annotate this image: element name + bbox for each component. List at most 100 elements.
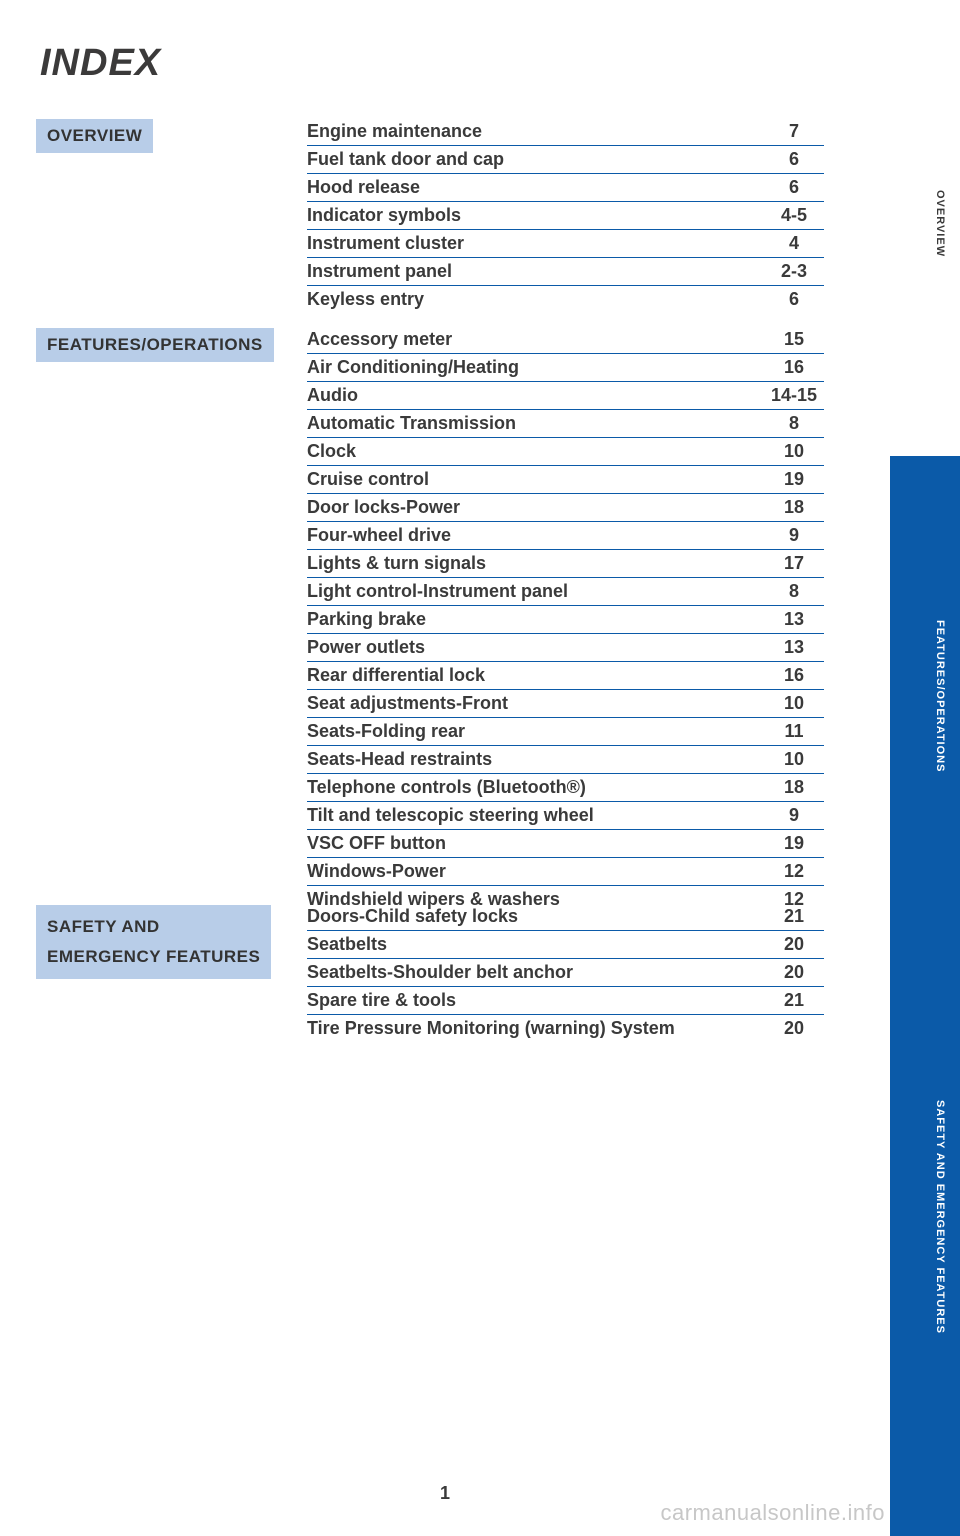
index-entry-label: Audio xyxy=(307,385,764,406)
index-entry[interactable]: Automatic Transmission8 xyxy=(307,410,824,438)
index-entry-label: Accessory meter xyxy=(307,329,764,350)
index-entry-label: Keyless entry xyxy=(307,289,764,310)
index-entry-label: Fuel tank door and cap xyxy=(307,149,764,170)
index-entry[interactable]: Seats-Folding rear11 xyxy=(307,718,824,746)
category-safety-line1: SAFETY AND xyxy=(47,917,160,936)
index-entry[interactable]: Doors-Child safety locks21 xyxy=(307,903,824,931)
index-entry[interactable]: Seatbelts20 xyxy=(307,931,824,959)
index-entry-label: Instrument panel xyxy=(307,261,764,282)
tab-overview[interactable] xyxy=(890,0,960,456)
tab-label-features: FEATURES/OPERATIONS xyxy=(934,620,946,772)
index-entry-page: 13 xyxy=(764,609,824,630)
index-entry-label: Lights & turn signals xyxy=(307,553,764,574)
entries-overview: Engine maintenance7Fuel tank door and ca… xyxy=(307,118,824,313)
category-overview: OVERVIEW xyxy=(36,119,153,153)
index-entry-page: 11 xyxy=(764,721,824,742)
index-entry-label: Doors-Child safety locks xyxy=(307,906,764,927)
index-entry-label: Hood release xyxy=(307,177,764,198)
index-entry-page: 18 xyxy=(764,497,824,518)
index-entry-label: Clock xyxy=(307,441,764,462)
index-entry[interactable]: Clock10 xyxy=(307,438,824,466)
index-entry[interactable]: Lights & turn signals17 xyxy=(307,550,824,578)
index-entry-page: 8 xyxy=(764,413,824,434)
index-entry[interactable]: Engine maintenance7 xyxy=(307,118,824,146)
index-entry-page: 10 xyxy=(764,441,824,462)
index-entry-page: 6 xyxy=(764,149,824,170)
watermark: carmanualsonline.info xyxy=(660,1500,885,1526)
index-entry[interactable]: Instrument panel2-3 xyxy=(307,258,824,286)
category-features: FEATURES/OPERATIONS xyxy=(36,328,274,362)
index-entry[interactable]: Accessory meter15 xyxy=(307,326,824,354)
index-entry-page: 12 xyxy=(764,861,824,882)
page-title: INDEX xyxy=(40,42,161,85)
index-entry-page: 16 xyxy=(764,665,824,686)
index-entry-page: 4-5 xyxy=(764,205,824,226)
index-entry[interactable]: Four-wheel drive9 xyxy=(307,522,824,550)
index-entry-label: Automatic Transmission xyxy=(307,413,764,434)
tab-safety[interactable] xyxy=(890,936,960,1536)
index-entry[interactable]: Tilt and telescopic steering wheel9 xyxy=(307,802,824,830)
index-entry-label: Instrument cluster xyxy=(307,233,764,254)
index-entry[interactable]: Audio14-15 xyxy=(307,382,824,410)
index-entry[interactable]: Hood release6 xyxy=(307,174,824,202)
index-entry-page: 6 xyxy=(764,177,824,198)
index-entry-page: 2-3 xyxy=(764,261,824,282)
index-entry[interactable]: Door locks-Power18 xyxy=(307,494,824,522)
tab-label-overview: OVERVIEW xyxy=(934,190,946,257)
index-entry[interactable]: Seat adjustments-Front10 xyxy=(307,690,824,718)
index-entry-page: 6 xyxy=(764,289,824,310)
index-entry[interactable]: Spare tire & tools21 xyxy=(307,987,824,1015)
index-entry-label: Engine maintenance xyxy=(307,121,764,142)
index-entry[interactable]: Seatbelts-Shoulder belt anchor20 xyxy=(307,959,824,987)
index-entry-label: Seatbelts-Shoulder belt anchor xyxy=(307,962,764,983)
watermark-site: carmanualsonline xyxy=(660,1500,840,1525)
index-entry-page: 20 xyxy=(764,1018,824,1039)
index-entry-page: 14-15 xyxy=(764,385,824,406)
index-entry-label: Seats-Folding rear xyxy=(307,721,764,742)
index-entry-page: 9 xyxy=(764,805,824,826)
index-entry[interactable]: Fuel tank door and cap6 xyxy=(307,146,824,174)
index-entry-page: 20 xyxy=(764,934,824,955)
index-entry-label: Tire Pressure Monitoring (warning) Syste… xyxy=(307,1018,764,1039)
index-entry[interactable]: Cruise control19 xyxy=(307,466,824,494)
entries-safety: Doors-Child safety locks21Seatbelts20Sea… xyxy=(307,903,824,1042)
index-entry-page: 4 xyxy=(764,233,824,254)
index-entry-label: Air Conditioning/Heating xyxy=(307,357,764,378)
index-entry-label: VSC OFF button xyxy=(307,833,764,854)
index-entry[interactable]: Windows-Power12 xyxy=(307,858,824,886)
index-entry-page: 10 xyxy=(764,749,824,770)
index-entry-label: Power outlets xyxy=(307,637,764,658)
index-entry-page: 18 xyxy=(764,777,824,798)
index-entry-page: 15 xyxy=(764,329,824,350)
index-entry[interactable]: Tire Pressure Monitoring (warning) Syste… xyxy=(307,1015,824,1042)
index-page: INDEX OVERVIEW FEATURES/OPERATIONS SAFET… xyxy=(0,0,890,1536)
tab-features[interactable] xyxy=(890,456,960,936)
index-entry-label: Indicator symbols xyxy=(307,205,764,226)
index-entry-page: 17 xyxy=(764,553,824,574)
index-entry[interactable]: Parking brake13 xyxy=(307,606,824,634)
category-safety-line2: EMERGENCY FEATURES xyxy=(47,947,260,966)
index-entry[interactable]: Keyless entry6 xyxy=(307,286,824,313)
index-entry-label: Light control-Instrument panel xyxy=(307,581,764,602)
index-entry[interactable]: Seats-Head restraints10 xyxy=(307,746,824,774)
index-entry[interactable]: Air Conditioning/Heating16 xyxy=(307,354,824,382)
index-entry-page: 21 xyxy=(764,990,824,1011)
index-entry-page: 20 xyxy=(764,962,824,983)
index-entry[interactable]: Power outlets13 xyxy=(307,634,824,662)
index-entry[interactable]: Telephone controls (Bluetooth®)18 xyxy=(307,774,824,802)
index-entry-label: Four-wheel drive xyxy=(307,525,764,546)
index-entry-label: Rear differential lock xyxy=(307,665,764,686)
index-entry-page: 9 xyxy=(764,525,824,546)
index-entry[interactable]: Indicator symbols4-5 xyxy=(307,202,824,230)
index-entry-page: 19 xyxy=(764,833,824,854)
index-entry-label: Seatbelts xyxy=(307,934,764,955)
index-entry-label: Windows-Power xyxy=(307,861,764,882)
index-entry[interactable]: Light control-Instrument panel8 xyxy=(307,578,824,606)
index-entry-page: 7 xyxy=(764,121,824,142)
index-entry[interactable]: Rear differential lock16 xyxy=(307,662,824,690)
index-entry-label: Door locks-Power xyxy=(307,497,764,518)
index-entry[interactable]: VSC OFF button19 xyxy=(307,830,824,858)
index-entry-label: Spare tire & tools xyxy=(307,990,764,1011)
index-entry-page: 8 xyxy=(764,581,824,602)
index-entry[interactable]: Instrument cluster4 xyxy=(307,230,824,258)
